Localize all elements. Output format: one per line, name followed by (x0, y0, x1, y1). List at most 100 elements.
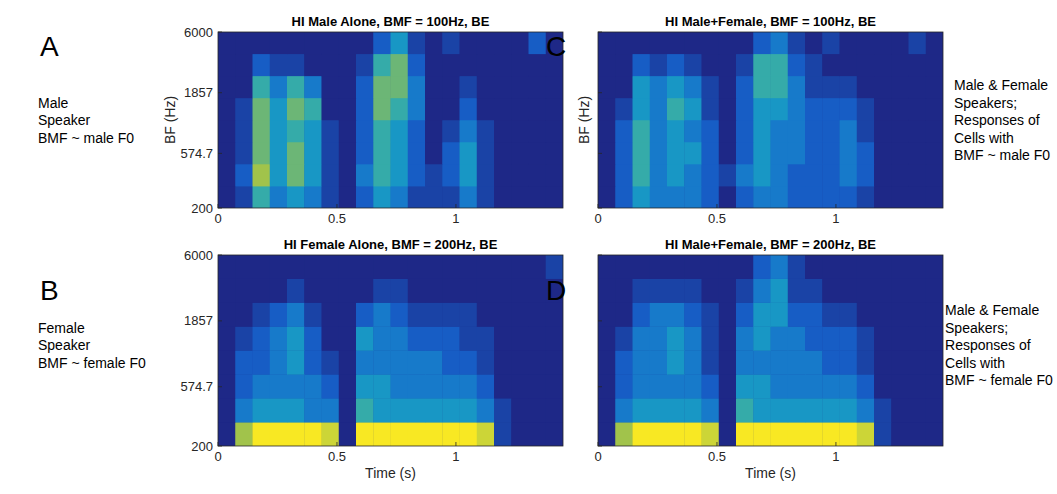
heatmap-cell (667, 302, 685, 326)
plot-frame (598, 32, 943, 208)
heatmap-cell (633, 422, 651, 446)
heatmap-cell (322, 422, 340, 446)
heatmap-cell (909, 186, 927, 208)
heatmap-cell (840, 398, 858, 422)
x-tick (336, 442, 337, 446)
heatmap-cell (356, 398, 374, 422)
heatmap-cell (218, 255, 236, 279)
heatmap-cell (926, 120, 943, 142)
heatmap-cell (287, 186, 305, 208)
heatmap-cell (598, 32, 616, 54)
heatmap-cell (874, 186, 892, 208)
heatmap-cell (529, 76, 547, 98)
heatmap-cell (822, 54, 840, 76)
heatmap-cell (857, 350, 875, 374)
heatmap-cell (304, 54, 322, 76)
heatmap-cell (840, 32, 858, 54)
heatmap-cell (270, 422, 288, 446)
heatmap-cell (235, 302, 253, 326)
heatmap-cell (253, 374, 271, 398)
plot-background (218, 32, 563, 208)
heatmap-cell (857, 255, 875, 279)
heatmap-cell (235, 142, 253, 164)
y-tick (218, 32, 222, 33)
heatmap-cell (270, 374, 288, 398)
heatmap-cell (840, 120, 858, 142)
heatmap-cell (840, 255, 858, 279)
heatmap-cell (253, 279, 271, 303)
heatmap-cell (304, 422, 322, 446)
heatmap-cell (391, 76, 409, 98)
heatmap-cell (425, 164, 443, 186)
heatmap-cell (529, 279, 547, 303)
heatmap-cell (477, 279, 495, 303)
heatmap-cell (805, 98, 823, 120)
heatmap-cell (633, 255, 651, 279)
x-tick-label: 0.5 (328, 211, 346, 226)
heatmap-cell (891, 142, 909, 164)
heatmap-cell (460, 374, 478, 398)
heatmap-cell (253, 422, 271, 446)
heatmap-cell (684, 374, 702, 398)
heatmap-cell (702, 398, 720, 422)
annotation-line: BMF ~ male F0 (38, 130, 134, 146)
heatmap-cell (805, 422, 823, 446)
heatmap-cell (840, 350, 858, 374)
heatmap-cell (391, 422, 409, 446)
heatmap-cell (287, 120, 305, 142)
heatmap-cell (322, 398, 340, 422)
heatmap-cell (891, 32, 909, 54)
heatmap-cell (633, 350, 651, 374)
heatmap-cell (304, 186, 322, 208)
heatmap-cell (253, 186, 271, 208)
heatmap-cell (477, 164, 495, 186)
heatmap-cell (373, 255, 391, 279)
y-tick (218, 92, 222, 93)
heatmap-cell (598, 98, 616, 120)
heatmap-cell (529, 374, 547, 398)
heatmap-cell (719, 120, 737, 142)
heatmap-cell (874, 120, 892, 142)
heatmap-cell (494, 186, 512, 208)
heatmap-cell (822, 255, 840, 279)
heatmap-cell (702, 255, 720, 279)
heatmap-cell (598, 186, 616, 208)
heatmap-cell (891, 164, 909, 186)
heatmap-cell (926, 279, 943, 303)
heatmap-cell (598, 422, 616, 446)
annotation-line: Speakers; (945, 320, 1008, 336)
x-tick (455, 442, 456, 446)
x-tick-label: 0.5 (328, 449, 346, 464)
heatmap-cell (235, 186, 253, 208)
heatmap-cell (391, 32, 409, 54)
heatmap-cell (391, 398, 409, 422)
heatmap-cell (494, 422, 512, 446)
heatmap-cell (270, 350, 288, 374)
heatmap-cell (822, 186, 840, 208)
heatmap-cell (788, 186, 806, 208)
plot-frame (218, 255, 563, 446)
x-axis-title: Time (s) (745, 465, 796, 481)
heatmap-cell (909, 98, 927, 120)
heatmap-cell (253, 76, 271, 98)
heatmap-cell (788, 422, 806, 446)
heatmap-cell (477, 54, 495, 76)
heatmap-cell (753, 374, 771, 398)
x-tick-label: 1 (832, 449, 839, 464)
heatmap-cell (684, 186, 702, 208)
annotation-line: BMF ~ female F0 (38, 355, 146, 371)
x-tick (218, 204, 219, 208)
heatmap-cell (339, 255, 357, 279)
heatmap-cell (684, 255, 702, 279)
heatmap-cell (373, 98, 391, 120)
heatmap-cell (857, 302, 875, 326)
heatmap-cell (235, 350, 253, 374)
heatmap-cell (408, 142, 426, 164)
heatmap-cell (615, 120, 633, 142)
heatmap-cell (719, 54, 737, 76)
heatmap-cell (736, 398, 754, 422)
heatmap-cell (270, 186, 288, 208)
heatmap-cell (650, 350, 668, 374)
heatmap-cell (788, 76, 806, 98)
heatmap-cell (719, 422, 737, 446)
